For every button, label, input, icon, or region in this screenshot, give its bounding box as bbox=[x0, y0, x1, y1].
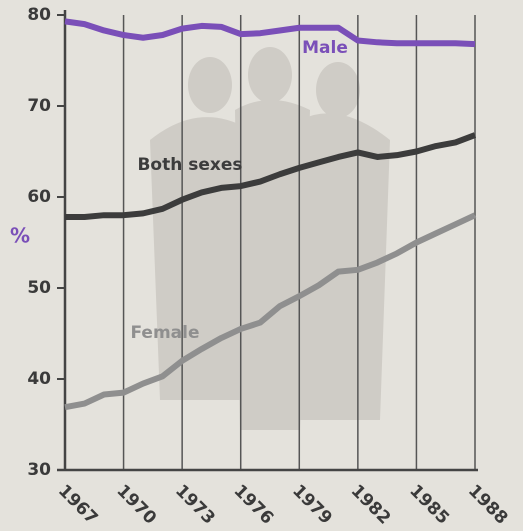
x-tick-label: 1976 bbox=[230, 481, 278, 529]
x-tick-label: 1967 bbox=[54, 481, 102, 529]
x-tick-label: 1979 bbox=[288, 481, 336, 529]
x-tick-label: 1988 bbox=[464, 481, 512, 529]
x-tick-label: 1982 bbox=[347, 481, 395, 529]
series-line bbox=[65, 21, 475, 44]
y-tick-label: 80 bbox=[27, 5, 51, 25]
y-axis-label: % bbox=[10, 224, 30, 248]
series-label: Female bbox=[131, 323, 200, 343]
x-tick-label: 1985 bbox=[405, 481, 453, 529]
y-tick-label: 60 bbox=[27, 187, 51, 207]
series-label: Male bbox=[302, 38, 348, 58]
y-tick-label: 70 bbox=[27, 96, 51, 116]
series-label: Both sexes bbox=[137, 155, 242, 175]
x-tick-label: 1970 bbox=[113, 481, 161, 529]
x-tick-label: 1973 bbox=[171, 481, 219, 529]
chart: % 19671970197319761979198219851988 30 40 50… bbox=[0, 0, 523, 531]
y-tick-label: 40 bbox=[27, 369, 51, 389]
y-tick-label: 30 bbox=[27, 460, 51, 480]
background-figures bbox=[150, 47, 390, 430]
y-tick-label: 50 bbox=[27, 278, 51, 298]
